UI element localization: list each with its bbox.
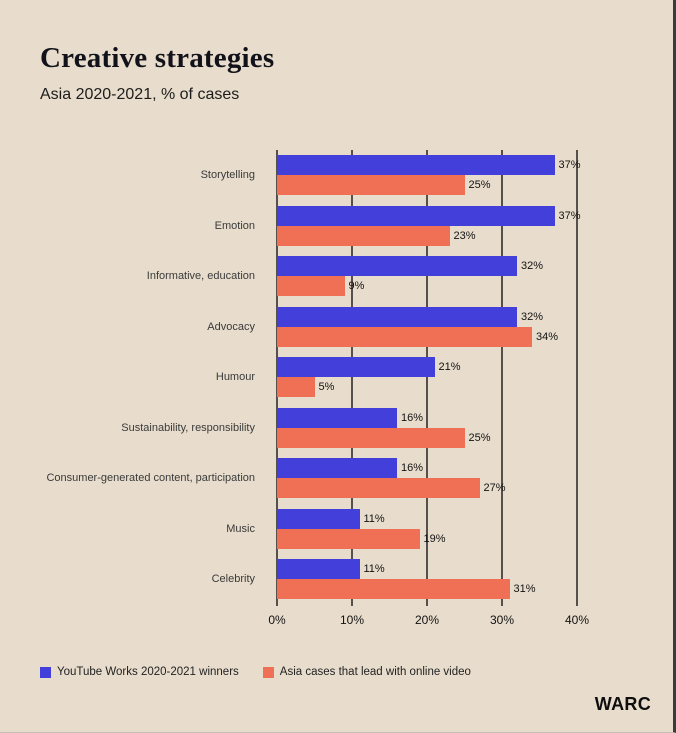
- value-label: 31%: [513, 583, 536, 596]
- gridline: [426, 150, 428, 606]
- x-axis-tick-label: 0%: [268, 613, 286, 627]
- chart-legend: YouTube Works 2020-2021 winners Asia case…: [40, 666, 471, 678]
- category-label: Informative, education: [146, 270, 255, 283]
- category-label: Sustainability, responsibility: [121, 421, 255, 434]
- legend-item: Asia cases that lead with online video: [262, 666, 471, 678]
- value-label: 25%: [468, 431, 491, 444]
- bar-series-1: 32%: [277, 256, 543, 277]
- bar-series-1: 11%: [277, 508, 385, 529]
- category-row: Informative, education 32% 9%: [0, 251, 673, 302]
- bar-series-2: 9%: [277, 276, 364, 297]
- value-label: 19%: [423, 532, 446, 545]
- category-row: Music 11% 19%: [0, 504, 673, 555]
- value-label: 16%: [401, 462, 424, 475]
- bar-group: 16% 27%: [277, 453, 577, 504]
- category-label: Advocacy: [207, 320, 255, 333]
- category-row: Emotion 37% 23%: [0, 201, 673, 252]
- category-label: Storytelling: [200, 168, 255, 181]
- bar-group: 11% 19%: [277, 504, 577, 555]
- value-label: 23%: [453, 229, 476, 242]
- bar-group: 32% 9%: [277, 251, 577, 302]
- bar-series-2: 25%: [277, 175, 491, 195]
- bar-series-1: 37%: [277, 155, 581, 175]
- bar-group: 37% 23%: [277, 201, 581, 252]
- value-label: 32%: [521, 260, 544, 273]
- category-row: Consumer-generated content, participatio…: [0, 453, 673, 504]
- warc-logo: WARC: [594, 694, 651, 714]
- category-label: Celebrity: [211, 573, 255, 586]
- bar-group: 16% 25%: [277, 403, 577, 454]
- value-label: 25%: [468, 179, 491, 191]
- bar-series-2: 23%: [277, 225, 476, 246]
- category-label: Music: [226, 522, 255, 535]
- value-label: 11%: [363, 512, 385, 525]
- x-axis-tick-label: 20%: [414, 613, 440, 627]
- category-row: Celebrity 11% 31%: [0, 554, 673, 605]
- value-label: 37%: [558, 209, 581, 222]
- value-label: 37%: [558, 159, 581, 171]
- bar-series-2: 27%: [277, 478, 506, 499]
- value-label: 9%: [348, 280, 365, 293]
- bar-series-1: 16%: [277, 407, 423, 428]
- category-row: Humour 21% 5%: [0, 352, 673, 403]
- category-label: Consumer-generated content, participatio…: [46, 472, 255, 485]
- bar-chart: Storytelling 37% 25% Emotion 37% 23% Informati…: [0, 150, 673, 627]
- value-label: 11%: [363, 563, 385, 576]
- bar-series-1: 37%: [277, 205, 581, 226]
- legend-label: YouTube Works 2020-2021 winners: [57, 666, 239, 678]
- chart-title: Creative strategies: [40, 42, 275, 74]
- legend-label: Asia cases that lead with online video: [279, 666, 471, 678]
- bar-group: 11% 31%: [277, 554, 577, 605]
- value-label: 27%: [483, 482, 506, 495]
- gridline: [501, 150, 503, 606]
- legend-swatch-icon: [262, 666, 274, 678]
- legend-item: YouTube Works 2020-2021 winners: [40, 666, 239, 678]
- value-label: 34%: [536, 330, 559, 343]
- bar-group: 37% 25%: [277, 150, 581, 201]
- bar-group: 21% 5%: [277, 352, 577, 403]
- value-label: 5%: [318, 381, 335, 394]
- category-label: Humour: [215, 371, 255, 384]
- value-label: 21%: [438, 361, 461, 374]
- bar-series-2: 5%: [277, 377, 334, 398]
- value-label: 32%: [521, 310, 544, 323]
- x-axis-tick-label: 10%: [339, 613, 365, 627]
- x-axis: 0% 10% 20% 30% 40%: [268, 613, 589, 633]
- gridline: [351, 150, 353, 606]
- bar-series-2: 34%: [277, 326, 558, 347]
- chart-subtitle: Asia 2020-2021, % of cases: [40, 86, 240, 103]
- category-row: Advocacy 32% 34%: [0, 302, 673, 353]
- bar-series-2: 25%: [277, 427, 491, 448]
- bar-series-2: 19%: [277, 528, 446, 549]
- bar-series-1: 32%: [277, 306, 543, 327]
- bar-group: 32% 34%: [277, 302, 577, 353]
- bar-series-1: 11%: [277, 559, 385, 580]
- value-label: 16%: [401, 411, 424, 424]
- gridline: [576, 150, 578, 606]
- category-label: Emotion: [214, 219, 255, 232]
- bar-series-1: 21%: [277, 357, 461, 378]
- category-row: Storytelling 37% 25%: [0, 150, 673, 201]
- bar-series-1: 16%: [277, 458, 423, 479]
- category-row: Sustainability, responsibility 16% 25%: [0, 403, 673, 454]
- bar-series-2: 31%: [277, 579, 536, 600]
- x-axis-tick-label: 30%: [489, 613, 515, 627]
- x-axis-tick-label: 40%: [564, 613, 590, 627]
- legend-swatch-icon: [40, 666, 51, 678]
